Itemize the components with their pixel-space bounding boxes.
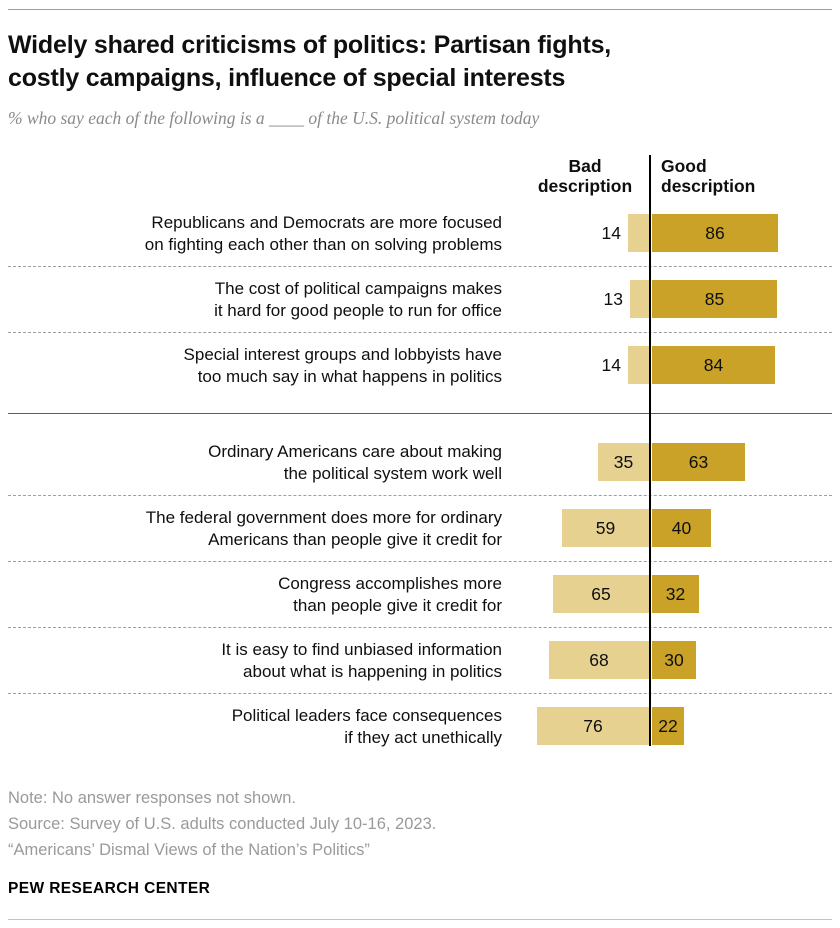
good-value: 22 [658, 716, 678, 736]
bad-value: 13 [603, 289, 623, 309]
table-row: Ordinary Americans care about making the… [8, 430, 832, 495]
note-line: Note: No answer responses not shown. [8, 789, 296, 807]
row-group-2: Ordinary Americans care about making the… [8, 430, 832, 759]
bad-bar [562, 509, 649, 547]
row-label-line2: on fighting each other than on solving p… [144, 234, 502, 254]
bad-description-header: Bad description [537, 155, 633, 197]
good-bar [652, 509, 711, 547]
good-bar [652, 214, 778, 252]
top-rule [8, 9, 832, 10]
good-value: 85 [704, 289, 725, 309]
table-row: The cost of political campaigns makes it… [8, 266, 832, 332]
row-label: Republicans and Democrats are more focus… [8, 201, 508, 266]
chart: Bad description Good description Republi… [8, 153, 832, 759]
bad-value: 76 [583, 716, 603, 736]
row-label-line2: if they act unethically [344, 727, 502, 747]
bad-bar [553, 575, 649, 613]
page-title: Widely shared criticisms of politics: Pa… [8, 29, 832, 95]
bad-value: 14 [601, 355, 621, 375]
row-label-line1: The federal government does more for ord… [145, 507, 502, 527]
row-label: The cost of political campaigns makes it… [8, 267, 508, 332]
bottom-rule [8, 919, 832, 920]
row-label-line1: It is easy to find unbiased information [221, 639, 502, 659]
row-label: Political leaders face consequences if t… [8, 694, 508, 759]
chart-column-headers: Bad description Good description [8, 153, 832, 201]
good-bar [652, 280, 777, 318]
table-row: Congress accomplishes more than people g… [8, 561, 832, 627]
row-label: Ordinary Americans care about making the… [8, 430, 508, 495]
zero-axis-line [649, 155, 651, 746]
table-row: Special interest groups and lobbyists ha… [8, 332, 832, 398]
bad-bar [537, 707, 649, 745]
row-label: The federal government does more for ord… [8, 496, 508, 561]
good-value: 63 [688, 452, 709, 472]
source-line: Source: Survey of U.S. adults conducted … [8, 815, 437, 834]
row-bars: 14 84 [508, 333, 832, 398]
row-label-line1: Congress accomplishes more [278, 573, 502, 593]
good-value: 84 [703, 355, 724, 375]
row-label-line2: too much say in what happens in politics [197, 366, 502, 386]
bad-bar [598, 443, 649, 481]
chart-notes: Note: No answer responses not shown. Sou… [8, 785, 832, 863]
bad-value: 35 [613, 452, 634, 472]
row-label-line1: The cost of political campaigns makes [214, 278, 502, 298]
good-value: 86 [705, 223, 725, 243]
row-label-line1: Special interest groups and lobbyists ha… [183, 344, 502, 364]
bad-bar [549, 641, 649, 679]
row-label-line2: than people give it credit for [293, 595, 502, 615]
row-bars: 76 22 [508, 694, 832, 759]
row-bars: 35 63 [508, 430, 832, 495]
bad-bar [630, 280, 649, 318]
row-bars: 13 85 [508, 267, 832, 332]
row-label-line2: it hard for good people to run for offic… [214, 300, 502, 320]
bad-bar [628, 214, 649, 252]
table-row: It is easy to find unbiased information … [8, 627, 832, 693]
good-value: 32 [665, 584, 686, 604]
row-bars: 14 86 [508, 201, 832, 266]
bad-value: 14 [601, 223, 621, 243]
group-separator [8, 413, 832, 414]
row-label-line1: Republicans and Democrats are more focus… [151, 212, 502, 232]
good-bar [652, 641, 696, 679]
row-label: Congress accomplishes more than people g… [8, 562, 508, 627]
good-bar [652, 346, 775, 384]
good-value: 40 [671, 518, 692, 538]
title-line-2: costly campaigns, influence of special i… [8, 64, 566, 92]
bad-value: 59 [595, 518, 616, 538]
good-bar [652, 443, 745, 481]
table-row: Republicans and Democrats are more focus… [8, 201, 832, 266]
table-row: Political leaders face consequences if t… [8, 693, 832, 759]
row-group-1: Republicans and Democrats are more focus… [8, 201, 832, 398]
row-label: It is easy to find unbiased information … [8, 628, 508, 693]
row-label-line2: the political system work well [283, 463, 502, 483]
row-bars: 68 30 [508, 628, 832, 693]
row-label-line1: Ordinary Americans care about making [208, 441, 502, 461]
pew-research-center-wordmark: PEW RESEARCH CENTER [8, 880, 211, 898]
table-row: The federal government does more for ord… [8, 495, 832, 561]
bad-bar [628, 346, 649, 384]
row-bars: 65 32 [508, 562, 832, 627]
bad-value: 65 [591, 584, 611, 604]
row-label-line1: Political leaders face consequences [231, 705, 502, 725]
bad-value: 68 [589, 650, 609, 670]
row-label-line2: Americans than people give it credit for [208, 529, 502, 549]
row-label: Special interest groups and lobbyists ha… [8, 333, 508, 398]
good-bar [652, 575, 699, 613]
good-description-header: Good description [661, 155, 756, 197]
row-label-line2: about what is happening in politics [243, 661, 502, 681]
title-line-1: Widely shared criticisms of politics: Pa… [8, 31, 612, 59]
good-value: 30 [664, 650, 684, 670]
report-title-line: “Americans’ Dismal Views of the Nation’s… [8, 841, 370, 860]
good-bar [652, 707, 684, 745]
row-bars: 59 40 [508, 496, 832, 561]
chart-subtitle: % who say each of the following is a ___… [8, 108, 540, 128]
